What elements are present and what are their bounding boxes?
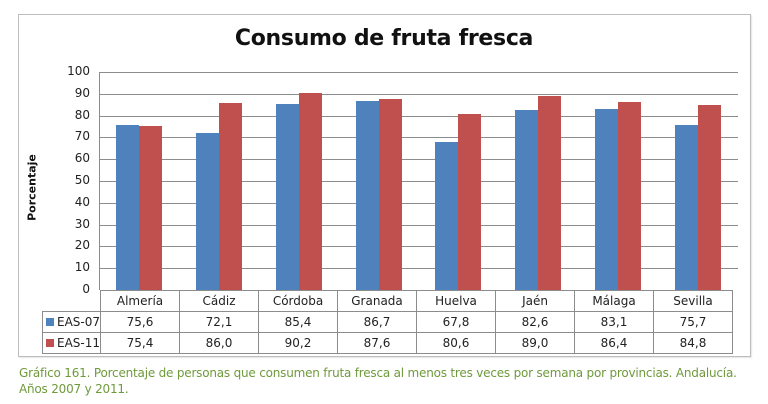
- table-header-row: Almería Cádiz Córdoba Granada Huelva Jaén Mála…: [42, 290, 734, 312]
- value-cell: 87,6: [337, 332, 418, 354]
- category-label: Córdoba: [258, 290, 339, 312]
- category-label: Jaén: [495, 290, 576, 312]
- table-row-eas07: EAS-07 75,6 72,1 85,4 86,7 67,8 82,6 83,1 75,7: [41, 311, 734, 333]
- gridline: [99, 93, 738, 95]
- bar-eas-11-1: [218, 102, 242, 290]
- category-label: Málaga: [574, 290, 655, 312]
- data-table: Almería Cádiz Córdoba Granada Huelva Jaén Mála…: [41, 290, 734, 354]
- y-tick-label: 100: [67, 64, 90, 78]
- gridline: [99, 224, 738, 226]
- bar-eas-11-4: [458, 114, 482, 290]
- y-tick-label: 70: [74, 129, 90, 144]
- category-label: Granada: [337, 290, 418, 312]
- series-name: EAS-07: [57, 315, 101, 329]
- legend-eas11: EAS-11: [41, 332, 102, 354]
- category-label: Cádiz: [179, 290, 260, 312]
- caption-line-1: Gráfico 161. Porcentaje de personas que …: [19, 366, 737, 380]
- value-cell: 80,6: [416, 332, 497, 354]
- gridline: [99, 72, 738, 73]
- y-tick-label: 20: [74, 238, 90, 253]
- plot-area: [99, 72, 738, 290]
- value-cell: 75,6: [100, 311, 181, 333]
- legend-swatch-icon: [46, 339, 54, 347]
- y-tick-label: 30: [74, 216, 90, 231]
- bar-eas-07-3: [355, 101, 379, 290]
- bar-eas-07-2: [275, 103, 299, 290]
- series-name: EAS-11: [57, 336, 101, 350]
- value-cell: 83,1: [574, 311, 655, 333]
- value-cell: 84,8: [653, 332, 734, 354]
- bar-eas-11-7: [698, 105, 722, 290]
- category-label: Almería: [100, 290, 181, 312]
- y-tick-label: 80: [74, 107, 90, 122]
- value-cell: 86,4: [574, 332, 655, 354]
- gridline: [99, 115, 738, 117]
- y-tick-label: 50: [74, 173, 90, 187]
- bar-eas-07-0: [115, 125, 139, 290]
- bar-eas-11-5: [538, 95, 562, 290]
- bar-eas-11-6: [618, 101, 642, 290]
- figure-caption: Gráfico 161. Porcentaje de personas que …: [19, 365, 759, 397]
- category-label: Sevilla: [653, 290, 734, 312]
- value-cell: 90,2: [258, 332, 339, 354]
- legend-eas07: EAS-07: [41, 311, 102, 333]
- value-cell: 85,4: [258, 311, 339, 333]
- bar-eas-07-4: [435, 142, 459, 290]
- y-tick-label: 0: [82, 282, 90, 296]
- bar-eas-07-5: [515, 109, 539, 290]
- value-cell: 67,8: [416, 311, 497, 333]
- bar-eas-11-0: [138, 125, 162, 290]
- bar-eas-07-1: [195, 132, 219, 290]
- y-axis-label: Porcentaje: [25, 154, 39, 221]
- value-cell: 86,7: [337, 311, 418, 333]
- gridline: [99, 159, 738, 161]
- value-cell: 72,1: [179, 311, 260, 333]
- category-label: Huelva: [416, 290, 497, 312]
- gridline: [99, 137, 738, 139]
- table-row-eas11: EAS-11 75,4 86,0 90,2 87,6 80,6 89,0 86,4 84,8: [41, 332, 734, 354]
- value-cell: 75,4: [100, 332, 181, 354]
- chart-title: Consumo de fruta fresca: [234, 26, 534, 51]
- gridline: [99, 181, 738, 182]
- y-tick-label: 90: [74, 85, 90, 100]
- bar-eas-11-3: [378, 99, 402, 290]
- value-cell: 75,7: [653, 311, 734, 333]
- value-cell: 86,0: [179, 332, 260, 354]
- bar-eas-11-2: [298, 93, 322, 290]
- value-cell: 82,6: [495, 311, 576, 333]
- legend-swatch-icon: [46, 318, 54, 326]
- caption-line-2: Años 2007 y 2011.: [19, 382, 129, 396]
- bar-eas-07-6: [595, 108, 619, 290]
- gridline: [99, 202, 738, 204]
- table-corner: [42, 290, 102, 312]
- gridline: [99, 246, 738, 248]
- gridline: [99, 268, 738, 270]
- value-cell: 89,0: [495, 332, 576, 354]
- y-tick-label: 10: [74, 260, 90, 275]
- bar-eas-07-7: [675, 124, 699, 290]
- y-tick-label: 60: [74, 151, 90, 166]
- y-tick-label: 40: [74, 194, 90, 209]
